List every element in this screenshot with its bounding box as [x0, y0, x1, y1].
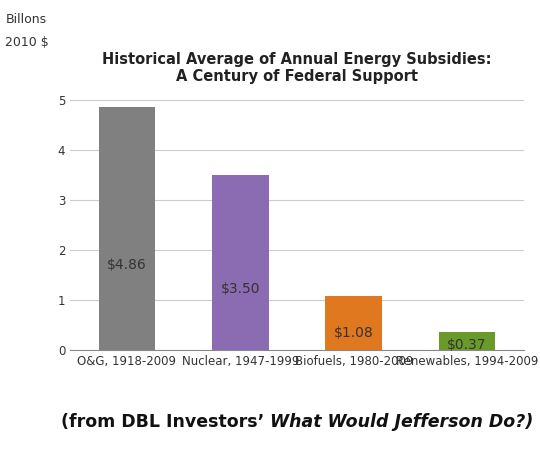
Text: $0.37: $0.37 [447, 338, 487, 352]
Text: Billons: Billons [5, 13, 46, 26]
Text: (from DBL Investors’: (from DBL Investors’ [60, 413, 270, 431]
Text: 2010 $: 2010 $ [5, 36, 49, 49]
Text: $4.86: $4.86 [107, 258, 147, 272]
Bar [325, 296, 382, 350]
Bar [212, 175, 269, 350]
Text: What Would Jefferson Do?): What Would Jefferson Do?) [270, 413, 534, 431]
Title: Historical Average of Annual Energy Subsidies:
A Century of Federal Support: Historical Average of Annual Energy Subs… [102, 52, 492, 84]
Text: $1.08: $1.08 [334, 326, 374, 340]
Bar [99, 107, 156, 350]
Text: $3.50: $3.50 [220, 282, 260, 296]
Bar [438, 332, 496, 350]
